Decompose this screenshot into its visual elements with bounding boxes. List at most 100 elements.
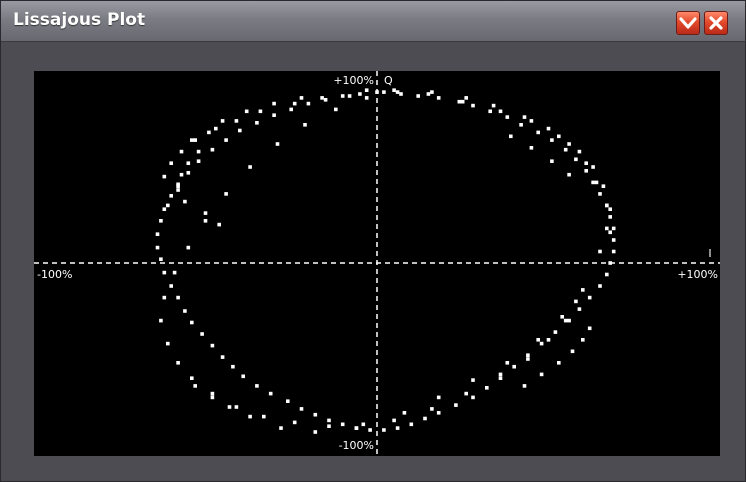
lissajous-plot: -100% +100% I +100% Q -100% bbox=[34, 71, 720, 456]
scatter-point bbox=[299, 407, 304, 411]
scatter-point bbox=[258, 109, 263, 114]
scatter-point bbox=[183, 199, 187, 204]
scatter-point bbox=[567, 142, 571, 146]
scatter-point bbox=[399, 92, 403, 96]
scatter-point bbox=[364, 96, 369, 100]
scatter-point bbox=[306, 101, 311, 106]
x-axis-label: I bbox=[708, 247, 711, 260]
scatter-point bbox=[186, 161, 191, 165]
scatter-point bbox=[179, 172, 184, 177]
scatter-point bbox=[557, 134, 561, 139]
scatter-point bbox=[162, 207, 167, 211]
scatter-point bbox=[159, 219, 163, 223]
x-max-tick-label: +100% bbox=[677, 268, 718, 281]
scatter-point bbox=[611, 226, 616, 231]
scatter-point bbox=[577, 149, 582, 154]
scatter-point bbox=[207, 130, 211, 135]
scatter-point bbox=[327, 424, 331, 428]
scatter-point bbox=[275, 142, 280, 146]
scatter-point bbox=[155, 245, 160, 250]
scatter-point bbox=[244, 109, 249, 114]
scatter-point bbox=[529, 119, 534, 123]
scatter-point bbox=[166, 341, 170, 346]
y-max-tick-label: +100% bbox=[333, 74, 374, 87]
scatter-point bbox=[200, 332, 204, 336]
scatter-point bbox=[272, 101, 276, 106]
scatter-point bbox=[485, 386, 489, 390]
scatter-point bbox=[392, 88, 396, 92]
scatter-point bbox=[581, 288, 585, 292]
scatter-point bbox=[220, 119, 225, 123]
scatter-point bbox=[526, 357, 530, 361]
scatter-point bbox=[605, 203, 609, 208]
scatter-point bbox=[183, 309, 187, 313]
scatter-point bbox=[286, 399, 290, 403]
scatter-point bbox=[505, 115, 510, 119]
scatter-point bbox=[196, 149, 201, 154]
chevron-down-icon bbox=[679, 17, 697, 29]
scatter-point bbox=[238, 128, 242, 133]
scatter-point bbox=[313, 412, 318, 417]
scatter-point bbox=[471, 103, 475, 108]
scatter-point bbox=[491, 103, 496, 108]
scatter-point bbox=[591, 165, 595, 169]
scatter-point bbox=[248, 165, 252, 169]
scatter-point bbox=[176, 295, 180, 300]
scatter-point bbox=[268, 391, 273, 396]
scatter-point bbox=[176, 184, 180, 188]
scatter-point bbox=[409, 422, 414, 427]
scatter-point bbox=[364, 88, 369, 92]
scatter-point bbox=[498, 372, 503, 377]
scatter-point bbox=[340, 422, 345, 427]
scatter-point bbox=[169, 284, 173, 288]
scatter-point bbox=[172, 270, 177, 275]
scatter-point bbox=[505, 361, 510, 365]
scatter-point bbox=[546, 338, 551, 342]
scatter-point bbox=[214, 126, 218, 131]
scatter-point bbox=[536, 130, 540, 135]
scatter-point bbox=[323, 98, 328, 102]
scatter-point bbox=[460, 99, 465, 104]
scatter-point bbox=[608, 261, 612, 265]
scatter-point bbox=[313, 430, 318, 434]
scatter-point bbox=[162, 174, 167, 179]
scatter-point bbox=[334, 107, 338, 112]
scatter-point bbox=[368, 428, 372, 432]
scatter-point bbox=[166, 203, 170, 208]
scatter-point bbox=[584, 161, 588, 165]
scatter-point bbox=[605, 272, 609, 277]
scatter-point bbox=[292, 101, 297, 106]
scatter-point bbox=[522, 384, 527, 388]
scatter-point bbox=[594, 180, 599, 185]
scatter-point bbox=[519, 123, 523, 127]
scatter-point bbox=[224, 138, 228, 142]
scatter-point bbox=[577, 307, 582, 311]
scatter-point bbox=[210, 147, 215, 152]
scatter-point bbox=[375, 90, 379, 94]
minimize-button[interactable] bbox=[676, 11, 700, 35]
scatter-point bbox=[169, 161, 173, 165]
scatter-point bbox=[193, 384, 197, 388]
scatter-point bbox=[553, 330, 558, 334]
scatter-point bbox=[584, 169, 588, 173]
scatter-point bbox=[241, 374, 245, 379]
scatter-point bbox=[471, 395, 475, 400]
scatter-point bbox=[159, 318, 163, 323]
scatter-point bbox=[190, 376, 194, 380]
title-bar[interactable]: Lissajous Plot bbox=[1, 1, 745, 42]
y-min-tick-label: -100% bbox=[339, 439, 374, 452]
scatter-point bbox=[454, 403, 458, 407]
scatter-point bbox=[430, 407, 434, 411]
scatter-point bbox=[210, 391, 215, 396]
scatter-point bbox=[395, 90, 400, 94]
scatter-point bbox=[186, 245, 191, 250]
close-button[interactable] bbox=[704, 11, 728, 35]
scatter-point bbox=[430, 90, 434, 94]
scatter-point bbox=[598, 284, 602, 288]
scatter-point bbox=[608, 230, 612, 235]
scatter-point bbox=[196, 159, 201, 163]
scatter-point bbox=[358, 92, 362, 96]
scatter-point bbox=[557, 361, 561, 365]
scatter-point bbox=[382, 90, 386, 94]
scatter-point bbox=[176, 361, 180, 365]
